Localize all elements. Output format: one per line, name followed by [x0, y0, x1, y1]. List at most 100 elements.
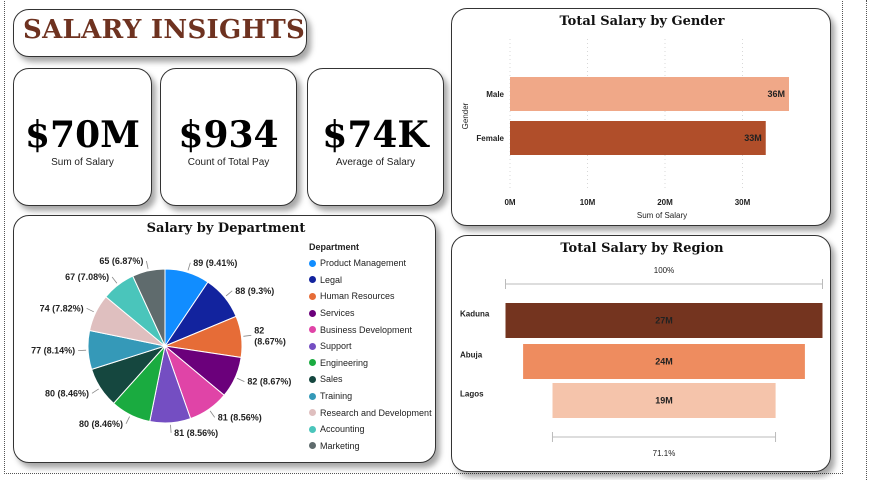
legend-item[interactable]: Accounting — [309, 421, 432, 438]
y-axis-label: Gender — [461, 102, 470, 129]
chart-title: Salary by Department — [147, 221, 306, 236]
pie-data-label: 80 (8.46%) — [79, 419, 123, 429]
legend-marker — [309, 292, 316, 300]
pie-data-label: 81 (8.56%) — [218, 412, 262, 422]
legend-marker — [309, 259, 316, 267]
kpi-card-average-salary[interactable]: $74K Average of Salary — [307, 68, 444, 206]
legend-item[interactable]: Research and Development — [309, 404, 432, 421]
pie-slice[interactable] — [132, 268, 166, 347]
funnel-top-percent: 100% — [654, 266, 674, 275]
dashboard-frame — [4, 0, 843, 474]
pie-data-label: 77 (8.14%) — [31, 346, 75, 356]
data-label: 36M — [767, 89, 785, 99]
legend-label: Accounting — [320, 424, 365, 435]
leader-line — [146, 260, 149, 269]
legend-item[interactable]: Engineering — [309, 355, 432, 372]
legend-title: Department — [309, 242, 360, 252]
legend-marker — [309, 375, 316, 383]
data-label: 27M — [655, 316, 673, 326]
legend-label: Marketing — [320, 440, 360, 451]
pie-data-label: 82 (8.67%) — [247, 377, 291, 387]
legend-item[interactable]: Business Development — [309, 321, 432, 338]
funnel-category-label: Abuja — [460, 351, 483, 360]
funnel-bar-lagos[interactable] — [552, 383, 776, 418]
leader-line — [209, 410, 216, 418]
legend-marker — [309, 392, 316, 400]
legend-label: Support — [320, 341, 352, 352]
chart-title: Total Salary by Gender — [559, 14, 724, 29]
gender-chart: Total Salary by Gender Male Female 36M 33M… — [461, 14, 789, 220]
legend-marker — [309, 425, 316, 433]
page-title: SALARY INSIGHTS — [23, 15, 306, 45]
x-tick-label: 20M — [657, 198, 673, 207]
legend-item[interactable]: Product Management — [309, 255, 432, 272]
legend-label: Training — [320, 391, 353, 402]
title-card: SALARY INSIGHTS — [13, 9, 307, 57]
pie-data-label: 89 (9.41%) — [193, 258, 237, 268]
pie-data-label: 81 (8.56%) — [174, 428, 218, 438]
page-divider — [866, 0, 867, 480]
pie-data-label: 80 (8.46%) — [45, 388, 89, 398]
legend-item[interactable]: Training — [309, 388, 432, 405]
legend-label: Sales — [320, 374, 343, 385]
data-label: 24M — [655, 357, 673, 367]
pie-data-label: 82 (8.67%) — [254, 325, 286, 346]
legend-marker — [309, 409, 316, 417]
bar-male[interactable] — [510, 77, 789, 111]
bar-female[interactable] — [510, 121, 766, 155]
leader-line — [86, 307, 94, 313]
kpi-value: $74K — [322, 114, 429, 156]
funnel-bottom-percent: 71.1% — [653, 449, 676, 458]
gender-chart-card[interactable]: Total Salary by Gender Male Female 36M 33M… — [451, 8, 831, 226]
legend-label: Product Management — [320, 258, 407, 269]
legend-item[interactable]: Marketing — [309, 438, 432, 455]
pie-data-label: 88 (9.3%) — [235, 286, 274, 296]
funnel-bar-kaduna[interactable] — [505, 303, 823, 338]
pie-data-label: 67 (7.08%) — [65, 272, 109, 282]
legend-item[interactable]: Services — [309, 305, 432, 322]
legend-marker — [309, 309, 316, 317]
leader-line — [243, 334, 252, 337]
legend-marker — [309, 442, 316, 450]
kpi-value: $70M — [25, 114, 140, 156]
funnel-category-label: Kaduna — [460, 310, 490, 319]
legend-marker — [309, 276, 316, 284]
legend-item[interactable]: Human Resources — [309, 288, 432, 305]
leader-line — [91, 388, 99, 394]
legend-label: Research and Development — [320, 407, 432, 418]
kpi-card-count-pay[interactable]: $934 Count of Total Pay — [160, 68, 297, 206]
legend-label: Services — [320, 308, 355, 319]
department-chart-card[interactable]: Salary by Department 89 (9.41%) 88 (9.3%)… — [13, 215, 436, 463]
kpi-value: $934 — [178, 114, 279, 156]
legend-item[interactable]: Sales — [309, 371, 432, 388]
legend-marker — [309, 359, 316, 367]
x-tick-label: 10M — [580, 198, 596, 207]
region-chart: Total Salary by Region 100% Kaduna Abuja L… — [460, 241, 823, 458]
data-label: 33M — [744, 133, 762, 143]
x-tick-label: 0M — [504, 198, 515, 207]
leader-line — [187, 262, 191, 271]
legend-item[interactable]: Support — [309, 338, 432, 355]
x-axis-label: Sum of Salary — [637, 211, 687, 220]
legend-item[interactable]: Legal — [309, 272, 432, 289]
data-label: 19M — [655, 396, 673, 406]
legend-marker — [309, 326, 316, 334]
leader-line — [236, 377, 245, 382]
pie-data-label: 65 (6.87%) — [99, 256, 143, 266]
funnel-bar-abuja[interactable] — [523, 344, 805, 379]
kpi-label: Count of Total Pay — [187, 157, 270, 168]
funnel-category-label: Lagos — [460, 390, 484, 399]
pie-data-label: 74 (7.82%) — [40, 303, 84, 313]
legend-label: Business Development — [320, 324, 413, 335]
kpi-label: Sum of Salary — [51, 157, 114, 168]
y-category-label: Female — [476, 134, 504, 143]
region-chart-card[interactable]: Total Salary by Region 100% Kaduna Abuja L… — [451, 235, 831, 472]
legend-marker — [309, 342, 316, 350]
kpi-card-sum-salary[interactable]: $70M Sum of Salary — [13, 68, 152, 206]
leader-line — [170, 424, 172, 433]
chart-title: Total Salary by Region — [560, 241, 724, 256]
x-tick-label: 30M — [735, 198, 751, 207]
department-legend: Department Product Management Legal Human … — [309, 242, 432, 454]
legend-label: Legal — [320, 274, 343, 285]
leader-line — [111, 276, 118, 284]
